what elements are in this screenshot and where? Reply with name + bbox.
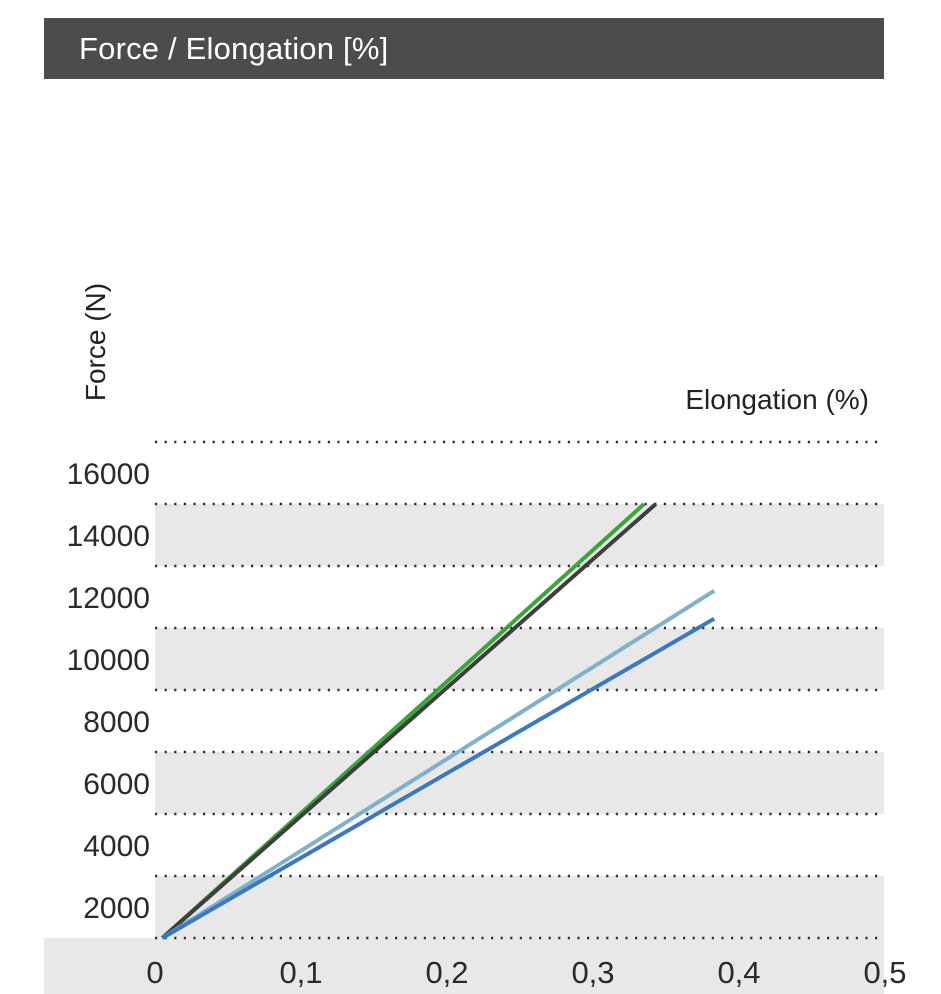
x-tick-label: 0 bbox=[146, 955, 163, 990]
series-line-3 bbox=[161, 589, 716, 940]
y-tick-label: 10000 bbox=[67, 644, 150, 677]
x-tick-label: 0,3 bbox=[571, 955, 614, 990]
series-line-2 bbox=[160, 502, 658, 940]
y-tick-label: 16000 bbox=[67, 458, 150, 491]
x-tick-label: 0,5 bbox=[863, 955, 906, 990]
x-tick-label: 0,4 bbox=[717, 955, 760, 990]
y-tick-label: 2000 bbox=[83, 892, 150, 925]
x-tick-label: 0,1 bbox=[279, 955, 322, 990]
y-tick-label: 6000 bbox=[83, 768, 150, 801]
x-axis-band bbox=[44, 938, 884, 994]
grid-band bbox=[155, 504, 884, 566]
series-line-4 bbox=[161, 616, 716, 940]
y-tick-label: 4000 bbox=[83, 830, 150, 863]
chart-title: Force / Elongation [%] bbox=[79, 30, 389, 66]
grid-band bbox=[155, 876, 884, 938]
x-tick-label: 0,2 bbox=[425, 955, 468, 990]
y-tick-label: 8000 bbox=[83, 706, 150, 739]
grid-band bbox=[155, 628, 884, 690]
y-tick-label: 14000 bbox=[67, 520, 150, 553]
chart-title-bar: Force / Elongation [%] bbox=[44, 18, 884, 79]
y-tick-label: 12000 bbox=[67, 582, 150, 615]
x-axis-label: Elongation (%) bbox=[685, 384, 869, 415]
grid-band bbox=[155, 752, 884, 814]
